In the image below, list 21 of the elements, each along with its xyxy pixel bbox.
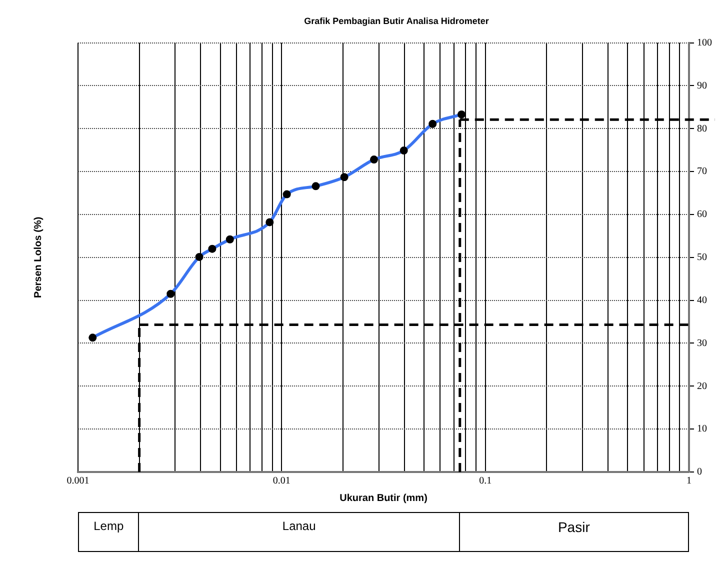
y-tick-label: 70 <box>697 166 707 178</box>
x-tick-label: 0.1 <box>479 476 492 487</box>
y-tick-label: 50 <box>697 252 707 264</box>
y-tick-label: 40 <box>697 294 707 306</box>
text: Lanau <box>139 512 460 552</box>
y-tick-label: 0 <box>697 466 702 478</box>
chart-title: Grafik Pembagian Butir Analisa Hidrometer <box>304 16 490 26</box>
y-tick-label: 20 <box>697 380 707 392</box>
text: Pasir <box>460 512 689 552</box>
x-tick-label: 0.001 <box>66 476 90 487</box>
y-axis-title: Persen Lolos (%) <box>32 216 44 298</box>
y-tick-label: 90 <box>697 80 707 92</box>
x-axis-title: Ukuran Butir (mm) <box>340 492 428 504</box>
y-tick-label: 30 <box>697 338 707 349</box>
x-tick-label: 0.01 <box>272 476 290 487</box>
y-tick-label: 10 <box>697 424 707 435</box>
y-tick-label: 100 <box>697 37 712 48</box>
x-tick-label: 1 <box>686 476 692 487</box>
text: Lemp <box>78 512 140 552</box>
y-tick-label: 60 <box>697 209 707 220</box>
y-tick-label: 80 <box>697 123 707 134</box>
